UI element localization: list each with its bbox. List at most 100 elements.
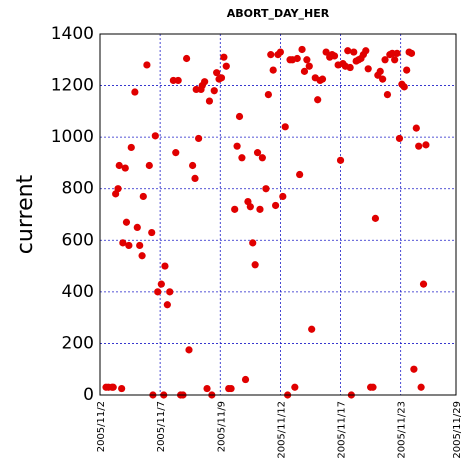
data-point bbox=[271, 201, 280, 210]
data-point bbox=[336, 156, 345, 164]
data-point bbox=[191, 174, 199, 182]
data-point bbox=[119, 239, 127, 247]
data-point bbox=[125, 241, 133, 250]
data-point bbox=[393, 49, 401, 57]
data-point bbox=[395, 134, 404, 143]
data-point bbox=[241, 375, 250, 384]
data-point bbox=[330, 52, 339, 60]
data-point bbox=[383, 90, 392, 99]
x-tick-labels: 2005/11/2 2005/11/7 2005/11/9 2005/11/12 200… bbox=[96, 401, 463, 459]
data-point bbox=[114, 185, 122, 193]
data-point bbox=[174, 76, 182, 85]
data-point bbox=[258, 154, 266, 162]
y-tick-label: 1000 bbox=[51, 127, 94, 147]
data-point bbox=[182, 54, 191, 63]
data-point bbox=[161, 262, 169, 270]
data-point bbox=[350, 48, 358, 56]
data-point bbox=[145, 161, 153, 170]
data-point bbox=[139, 192, 147, 201]
data-point bbox=[419, 280, 428, 288]
data-point bbox=[281, 123, 289, 131]
data-point bbox=[222, 62, 230, 70]
data-point bbox=[318, 75, 327, 83]
y-tick-label: 600 bbox=[62, 230, 94, 250]
chart-title: ABORT_DAY_HER bbox=[227, 7, 330, 20]
data-point bbox=[127, 143, 135, 152]
data-point bbox=[279, 192, 287, 201]
data-point bbox=[276, 48, 285, 56]
x-tick-label: 2005/11/17 bbox=[337, 401, 348, 459]
data-point bbox=[305, 62, 313, 70]
data-point bbox=[362, 47, 370, 55]
x-tick-label: 2005/11/9 bbox=[216, 401, 227, 452]
data-point bbox=[203, 384, 211, 393]
data-point bbox=[403, 66, 411, 74]
y-tick-label: 200 bbox=[62, 333, 94, 353]
data-point bbox=[151, 132, 159, 140]
data-point bbox=[201, 78, 209, 86]
data-point bbox=[118, 384, 126, 393]
data-point bbox=[364, 65, 372, 73]
y-tick-label: 400 bbox=[62, 282, 94, 302]
data-point bbox=[262, 185, 270, 193]
x-tick-label: 2005/11/29 bbox=[452, 401, 463, 459]
data-point bbox=[267, 51, 275, 59]
data-point bbox=[210, 87, 218, 95]
data-point bbox=[121, 164, 129, 172]
data-point bbox=[379, 75, 387, 83]
data-point bbox=[185, 346, 193, 354]
y-axis-label: current bbox=[13, 174, 38, 254]
data-point bbox=[391, 56, 399, 64]
data-point bbox=[131, 88, 139, 96]
data-point bbox=[143, 61, 151, 69]
data-point bbox=[189, 161, 197, 170]
data-point bbox=[231, 205, 239, 213]
data-point bbox=[122, 218, 131, 226]
data-point bbox=[308, 325, 316, 333]
y-tick-label: 1400 bbox=[51, 24, 94, 44]
data-point bbox=[109, 383, 117, 391]
data-point bbox=[213, 69, 221, 77]
data-point bbox=[227, 384, 235, 393]
data-point bbox=[293, 54, 301, 63]
y-tick-label: 800 bbox=[62, 179, 94, 199]
data-point bbox=[269, 66, 277, 74]
data-point bbox=[346, 63, 354, 72]
data-point bbox=[253, 149, 262, 157]
data-point bbox=[256, 205, 264, 213]
data-point bbox=[400, 83, 408, 91]
data-point bbox=[303, 56, 311, 64]
data-point bbox=[195, 134, 203, 143]
data-points bbox=[102, 45, 430, 399]
x-tick-label: 2005/11/23 bbox=[397, 401, 408, 459]
data-point bbox=[422, 141, 430, 149]
data-point bbox=[136, 241, 144, 250]
data-point bbox=[376, 67, 384, 75]
data-point bbox=[249, 239, 257, 247]
data-point bbox=[298, 45, 306, 54]
data-point bbox=[220, 53, 228, 61]
data-point bbox=[296, 170, 304, 179]
x-tick-label: 2005/11/12 bbox=[276, 401, 287, 459]
data-point bbox=[217, 74, 226, 82]
data-point bbox=[410, 365, 418, 373]
data-point bbox=[314, 96, 322, 104]
data-point bbox=[381, 56, 389, 64]
data-point bbox=[264, 90, 272, 99]
data-point bbox=[407, 49, 416, 57]
data-point bbox=[115, 161, 123, 170]
data-point bbox=[371, 214, 380, 222]
data-point bbox=[412, 124, 420, 132]
data-point bbox=[369, 383, 377, 391]
data-point bbox=[148, 228, 156, 237]
plot-frame bbox=[99, 33, 457, 396]
data-point bbox=[163, 301, 171, 309]
data-point bbox=[133, 223, 141, 231]
y-tick-label: 0 bbox=[83, 385, 94, 405]
data-point bbox=[233, 142, 241, 150]
data-point bbox=[238, 154, 246, 162]
data-point bbox=[166, 288, 174, 296]
data-point bbox=[251, 261, 259, 269]
data-point bbox=[417, 383, 425, 391]
